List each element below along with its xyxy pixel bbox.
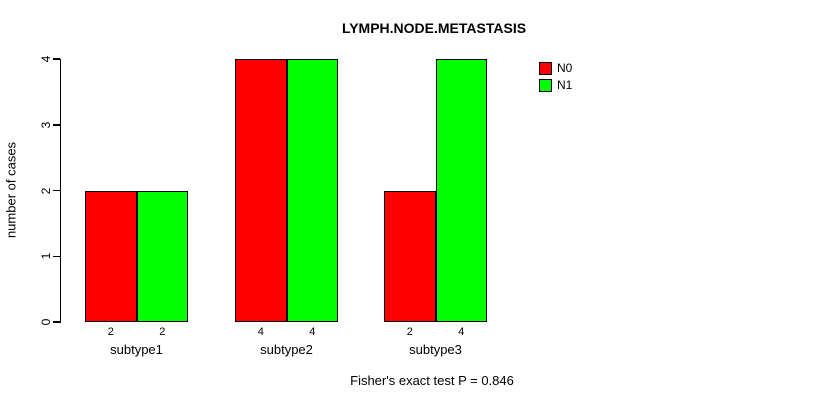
category-label-subtype3: subtype3 [409, 342, 462, 357]
y-axis-tick [53, 255, 60, 257]
bar-n1-subtype2 [286, 59, 338, 322]
bar-n0-subtype1 [85, 190, 137, 322]
y-tick-label: 4 [39, 55, 53, 63]
y-tick-label: 1 [39, 252, 53, 260]
bar-n0-subtype2 [235, 59, 287, 322]
y-axis-tick [53, 58, 60, 60]
bar-n1-subtype3 [435, 59, 487, 322]
y-axis-tick [53, 321, 60, 323]
category-label-subtype2: subtype2 [260, 342, 313, 357]
y-tick-label: 3 [39, 121, 53, 129]
y-tick-label: 0 [39, 318, 53, 326]
y-tick-label: 2 [39, 187, 53, 194]
legend: N0 N1 [539, 61, 572, 95]
bar-value-label: 2 [107, 326, 114, 338]
category-label-subtype1: subtype1 [110, 342, 163, 357]
y-axis-tick [53, 124, 60, 126]
y-axis-tick [53, 189, 60, 192]
legend-swatch-n0 [539, 61, 552, 75]
legend-entry-n1: N1 [539, 78, 572, 92]
legend-label-n0: N0 [557, 61, 573, 75]
bar-n0-subtype3 [384, 190, 436, 322]
legend-entry-n0: N0 [539, 61, 572, 75]
bar-value-label: 4 [309, 326, 316, 338]
fisher-annotation: Fisher's exact test P = 0.846 [350, 373, 514, 388]
bar-value-label: 4 [458, 326, 465, 338]
bar-value-label: 4 [257, 326, 264, 338]
bar-value-label: 2 [159, 326, 166, 338]
legend-label-n1: N1 [557, 78, 573, 92]
chart-title: LYMPH.NODE.METASTASIS [341, 20, 527, 36]
bar-n1-subtype1 [136, 190, 188, 322]
bar-value-label: 2 [406, 326, 413, 338]
legend-swatch-n1 [539, 78, 552, 92]
y-axis-line [59, 59, 61, 323]
